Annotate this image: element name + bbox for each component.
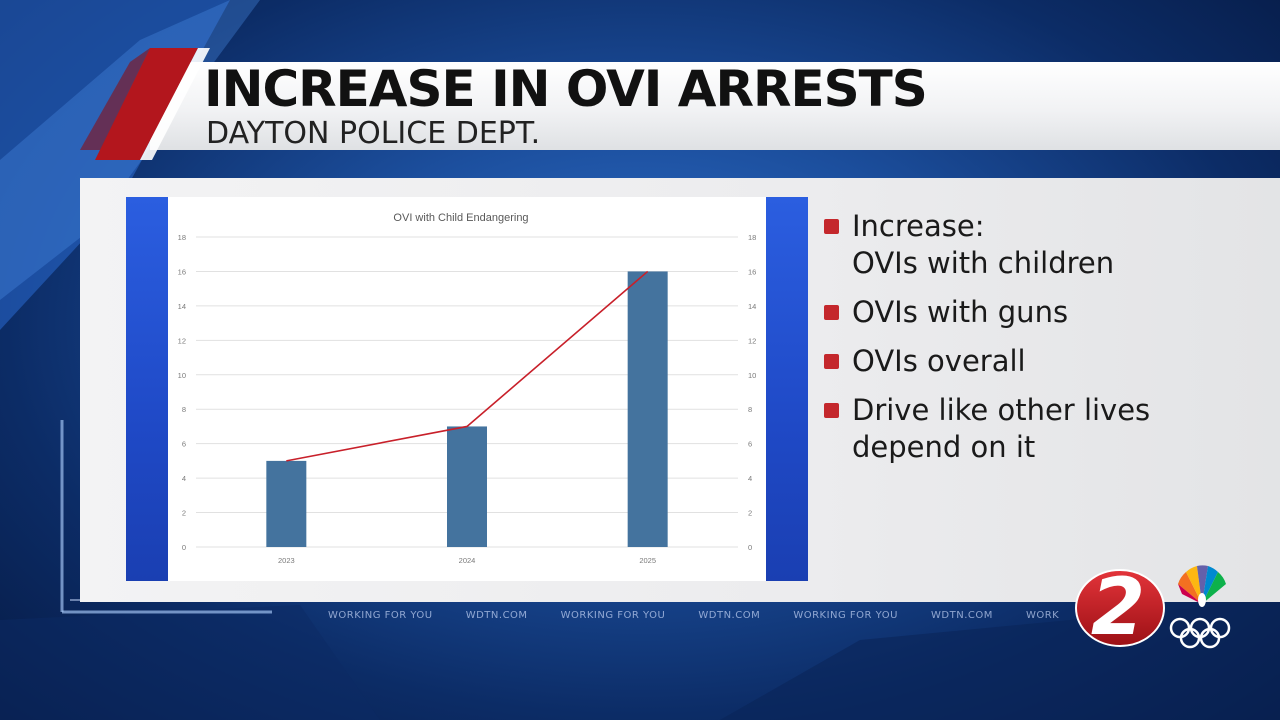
ticker-item: WDTN.COM	[465, 610, 528, 619]
y-tick-label: 2	[182, 509, 186, 518]
y2-tick-label: 0	[748, 543, 752, 552]
bullet-item: Drive like other lives depend on it	[822, 392, 1262, 466]
bullet-item: OVIs overall	[822, 343, 1262, 380]
bullet-item: Increase: OVIs with children	[822, 208, 1262, 282]
x-tick-label: 2024	[459, 556, 476, 565]
bar-2025	[627, 271, 668, 547]
bullet-text: OVIs with guns	[852, 295, 1069, 329]
ticker-strip: WORKING FOR YOU WDTN.COM WORKING FOR YOU…	[300, 603, 1060, 619]
y-tick-label: 10	[178, 371, 186, 380]
y-tick-label: 18	[178, 233, 186, 242]
chart-title: OVI with Child Endangering	[393, 212, 528, 224]
bullet-text: Increase: OVIs with children	[852, 209, 1115, 280]
y2-tick-label: 2	[748, 509, 752, 518]
y-tick-label: 6	[182, 440, 186, 449]
header-red-accent	[80, 48, 210, 160]
y2-tick-label: 16	[748, 267, 756, 276]
y-tick-label: 0	[182, 543, 186, 552]
y2-tick-label: 6	[748, 440, 752, 449]
bar-2024	[447, 426, 487, 547]
logo-red-disc	[1075, 569, 1165, 647]
y2-tick-label: 10	[748, 371, 756, 380]
ticker-item: WDTN.COM	[931, 610, 993, 619]
x-tick-label: 2025	[639, 556, 656, 565]
red-bullet-icon	[824, 354, 839, 369]
ticker-item: WORKING FOR YOU	[560, 610, 666, 619]
olympic-rings-icon	[1169, 617, 1231, 649]
ticker-item: WORKING FOR YOU	[793, 610, 898, 619]
chart-frame: OVI with Child Endangering 0 2 4 6 8 10 12 14 16…	[126, 197, 808, 581]
y2-tick-label: 8	[748, 405, 752, 414]
bar-2023	[266, 460, 307, 547]
y2-tick-label: 18	[748, 233, 756, 242]
bullet-text: OVIs overall	[852, 344, 1026, 378]
y-tick-label: 14	[178, 302, 186, 311]
station-logo: 2	[1075, 563, 1231, 653]
red-bullet-icon	[824, 403, 839, 418]
chart-left-band	[126, 197, 168, 581]
y2-tick-label: 4	[748, 474, 752, 483]
y-tick-label: 16	[178, 267, 186, 276]
page-title: INCREASE IN OVI ARRESTS	[204, 60, 928, 118]
x-tick-label: 2023	[278, 556, 295, 565]
ticker-item: WORKI	[1025, 610, 1060, 619]
header-bar	[150, 62, 1280, 150]
chart-right-band	[766, 197, 808, 581]
bullet-text: Drive like other lives depend on it	[852, 393, 1151, 464]
page-subtitle: DAYTON POLICE DEPT.	[206, 116, 541, 151]
trend-line	[286, 270, 649, 462]
bar-chart: OVI with Child Endangering 0 2 4 6 8 10 12 14 16…	[168, 197, 766, 581]
y-tick-label: 4	[182, 474, 186, 483]
y-tick-label: 8	[182, 405, 186, 414]
y-tick-label: 12	[178, 336, 186, 345]
bullet-item: OVIs with guns	[822, 294, 1262, 331]
ticker-item: WORKING FOR YOU	[328, 610, 433, 619]
logo-channel-number: 2	[1091, 563, 1145, 653]
y2-tick-label: 14	[748, 302, 756, 311]
ticker-item: WDTN.COM	[698, 610, 761, 619]
red-bullet-icon	[824, 305, 839, 320]
nbc-peacock-icon	[1178, 565, 1226, 607]
red-bullet-icon	[824, 219, 839, 234]
y2-tick-label: 12	[748, 336, 756, 345]
bullet-list: Increase: OVIs with children OVIs with g…	[822, 208, 1262, 478]
